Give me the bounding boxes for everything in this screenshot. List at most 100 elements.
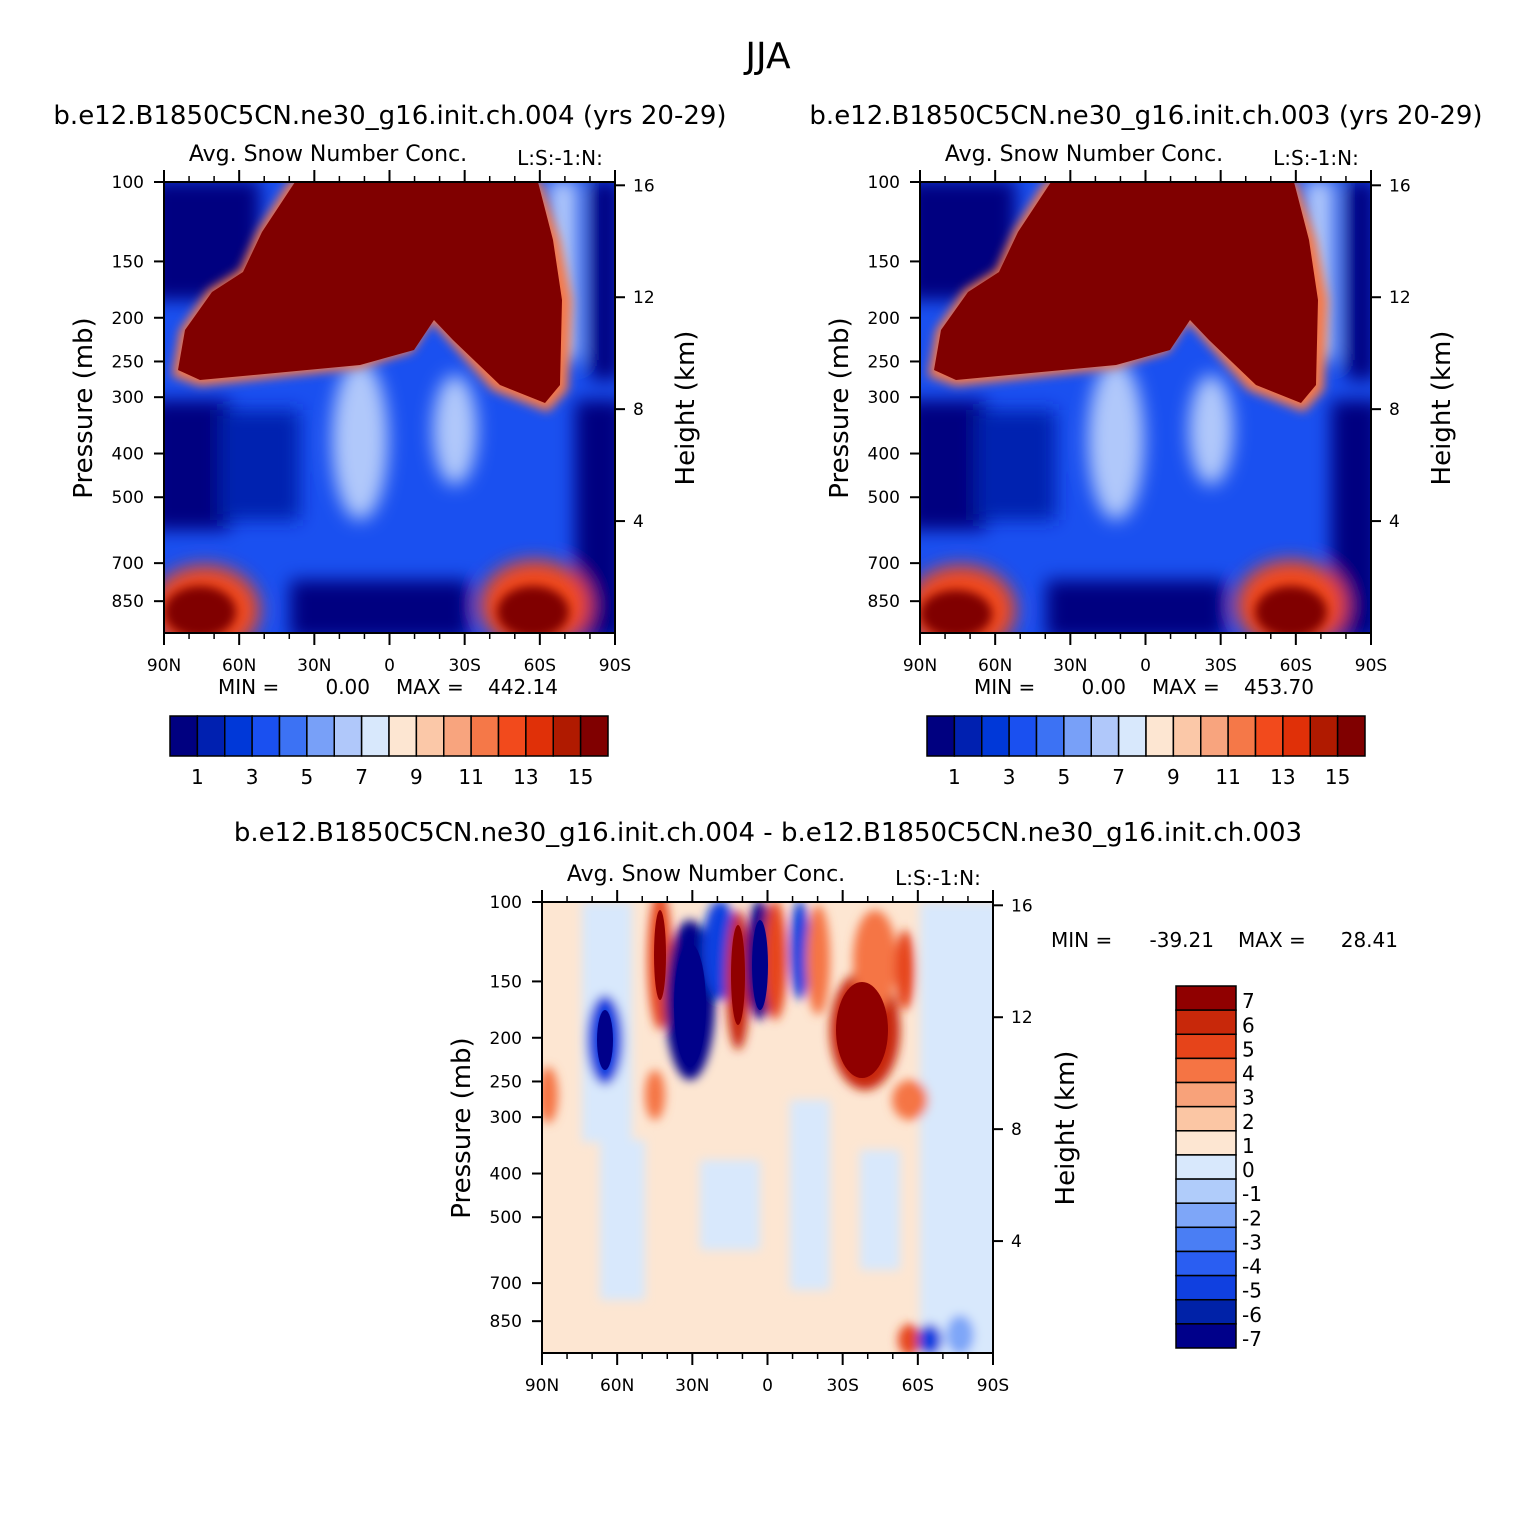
figure-title: JJA	[743, 36, 791, 77]
colorbar-label: -5	[1242, 1279, 1262, 1303]
colorbar-label: 5	[1058, 765, 1071, 789]
y-tick-label: 200	[490, 1029, 522, 1049]
y-tick-label: 150	[868, 252, 900, 272]
max-label: MAX =	[396, 675, 464, 699]
panel-004: b.e12.B1850C5CN.ne30_g16.init.ch.004 (yr…	[53, 101, 726, 789]
colorbar-label: 13	[513, 765, 538, 789]
x-tick-label: 0	[1140, 656, 1151, 676]
x-tick-label: 90N	[525, 1376, 559, 1396]
x-tick-label: 30S	[1204, 656, 1236, 676]
colorbar-swatch	[497, 715, 527, 757]
y-tick-label: 200	[868, 309, 900, 329]
colorbar-label: 3	[246, 765, 259, 789]
panel-003: b.e12.B1850C5CN.ne30_g16.init.ch.003 (yr…	[809, 101, 1482, 789]
colorbar-swatch	[1282, 715, 1311, 757]
max-value: 28.41	[1341, 928, 1398, 952]
x-tick-label: 30N	[1053, 656, 1087, 676]
x-tick-label: 60N	[978, 656, 1012, 676]
y-tick-label: 700	[112, 554, 144, 574]
x-tick-label: 60N	[600, 1376, 634, 1396]
y2-tick-label: 4	[633, 512, 644, 532]
min-value: -39.21	[1150, 928, 1214, 952]
y2-tick-label: 12	[1011, 1008, 1033, 1028]
colorbar-swatch	[1090, 715, 1120, 757]
colorbar-swatch	[470, 715, 500, 757]
colorbar-swatch	[981, 715, 1010, 757]
x-tick-label: 30S	[826, 1376, 858, 1396]
colorbar-swatch	[1175, 1226, 1237, 1253]
y-tick-label: 400	[868, 445, 900, 465]
stats: MIN = -39.21 MAX = 28.41	[1051, 928, 1398, 952]
colorbar-label: 1	[191, 765, 204, 789]
colorbar-swatch	[360, 715, 390, 757]
colorbar-swatch	[926, 715, 956, 757]
colorbar-swatch	[1175, 1130, 1237, 1156]
x-tick-label: 90N	[903, 656, 937, 676]
colorbar-swatch	[1175, 1202, 1237, 1229]
colorbar-swatch	[1035, 715, 1065, 757]
y-tick-label: 100	[490, 893, 522, 913]
x-tick-label: 90S	[977, 1376, 1009, 1396]
y2-axis-label: Height (km)	[1051, 1051, 1081, 1206]
colorbar-swatch	[1175, 1033, 1237, 1060]
colorbar-swatch	[196, 715, 226, 757]
high-concentration-region	[934, 182, 1318, 403]
panel-title: b.e12.B1850C5CN.ne30_g16.init.ch.003 (yr…	[809, 101, 1482, 131]
colorbar-swatch	[1254, 715, 1284, 757]
colorbar-label: 1	[1242, 1134, 1255, 1158]
y-tick-label: 250	[868, 352, 900, 372]
colorbar-swatch	[224, 715, 253, 757]
colorbar-label: 0	[1242, 1158, 1255, 1182]
colorbar-label: 4	[1242, 1062, 1255, 1086]
max-value: 453.70	[1244, 675, 1314, 699]
colorbar-swatch	[1008, 715, 1038, 757]
y-tick-label: 850	[490, 1312, 522, 1332]
colorbar-swatch	[251, 715, 281, 757]
axes: 90N 60N 30N 0 30S 60S 90S 100 150 200 250 300 400 500…	[112, 170, 655, 676]
colorbar-label: 5	[1242, 1037, 1255, 1061]
x-tick-label: 60S	[902, 1376, 934, 1396]
colorbar-swatch	[1336, 715, 1366, 757]
min-label: MIN =	[974, 675, 1035, 699]
y-tick-label: 500	[112, 488, 144, 508]
min-label: MIN =	[218, 675, 279, 699]
x-tick-label: 90S	[1355, 656, 1387, 676]
colorbar-swatch	[1175, 1323, 1237, 1349]
colorbar-swatch	[1063, 715, 1092, 757]
colorbar-swatch	[278, 715, 308, 757]
panel-title: b.e12.B1850C5CN.ne30_g16.init.ch.004 (yr…	[53, 101, 726, 131]
colorbar-swatch	[1175, 1081, 1237, 1108]
y-tick-label: 150	[112, 252, 144, 272]
y-tick-label: 850	[868, 592, 900, 612]
y-axis-label: Pressure (mb)	[825, 317, 855, 498]
colorbar-swatch	[1227, 715, 1257, 757]
max-label: MAX =	[1152, 675, 1220, 699]
colorbar-swatch	[1145, 715, 1175, 757]
colorbar-label: 7	[1112, 765, 1125, 789]
colorbar-label: 6	[1242, 1013, 1255, 1037]
y-tick-label: 700	[490, 1274, 522, 1294]
x-tick-label: 90N	[147, 656, 181, 676]
panel-difference: b.e12.B1850C5CN.ne30_g16.init.ch.004 - b…	[234, 818, 1398, 1396]
colorbar: 1 3 5 7 9 11 13 15	[926, 715, 1366, 789]
y2-tick-label: 16	[633, 176, 655, 196]
colorbar-swatch	[333, 715, 363, 757]
contour-field	[164, 182, 615, 633]
y-tick-label: 500	[868, 488, 900, 508]
x-tick-label: 30N	[675, 1376, 709, 1396]
colorbar-swatch	[1175, 1274, 1237, 1301]
colorbar-label: 11	[458, 765, 483, 789]
colorbar-swatch	[306, 715, 335, 757]
colorbar-swatch	[388, 715, 418, 757]
y2-tick-label: 8	[1011, 1120, 1022, 1140]
y2-tick-label: 8	[633, 400, 644, 420]
colorbar-swatch	[1309, 715, 1339, 757]
colorbar-label: 13	[1270, 765, 1295, 789]
max-value: 442.14	[488, 675, 558, 699]
y2-tick-label: 4	[1389, 512, 1400, 532]
colorbar-swatch	[1175, 985, 1237, 1011]
stats: MIN = 0.00 MAX = 442.14	[218, 675, 558, 699]
colorbar-label: -3	[1242, 1230, 1262, 1254]
y2-tick-label: 16	[1011, 896, 1033, 916]
colorbar-swatch	[169, 715, 199, 757]
